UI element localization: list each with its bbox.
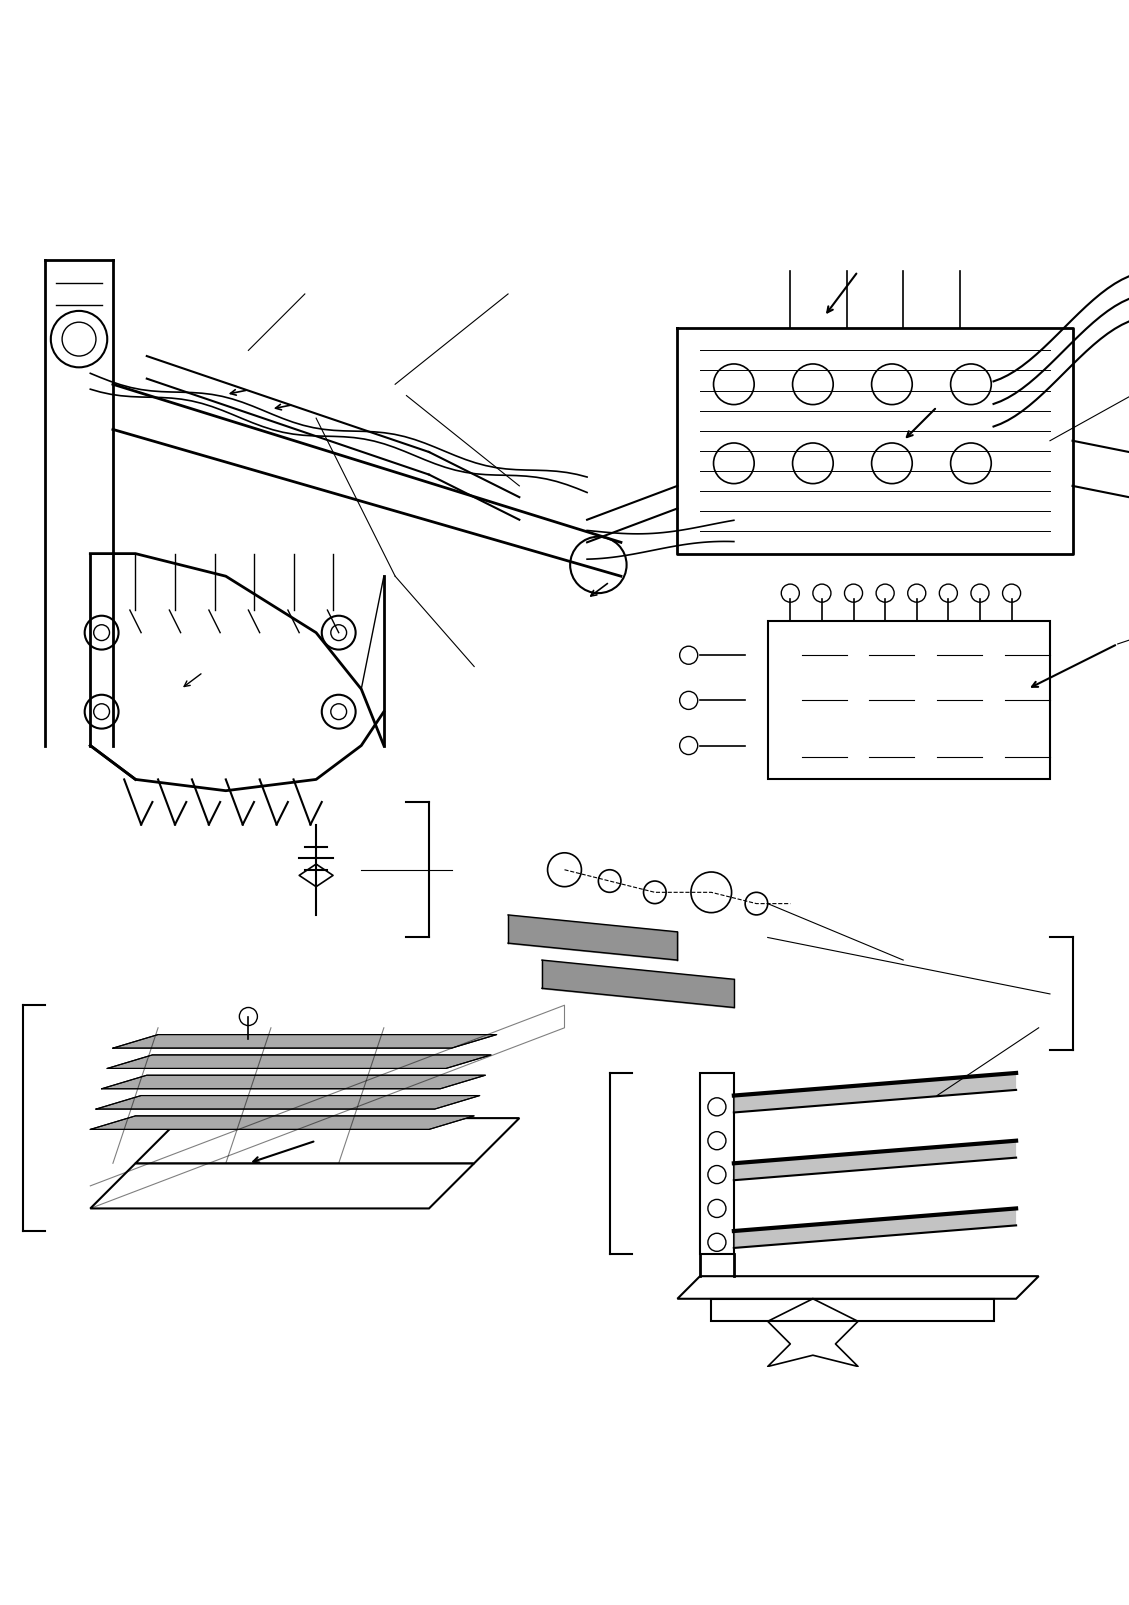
Polygon shape bbox=[113, 1035, 497, 1048]
Bar bbox=[768, 623, 1050, 780]
Polygon shape bbox=[711, 1298, 994, 1321]
Polygon shape bbox=[90, 1115, 474, 1130]
Polygon shape bbox=[90, 1164, 474, 1209]
Polygon shape bbox=[107, 1054, 491, 1069]
Polygon shape bbox=[677, 1276, 1039, 1298]
Polygon shape bbox=[102, 1075, 485, 1090]
Polygon shape bbox=[700, 1074, 734, 1254]
Polygon shape bbox=[135, 1119, 519, 1164]
Polygon shape bbox=[96, 1096, 480, 1109]
